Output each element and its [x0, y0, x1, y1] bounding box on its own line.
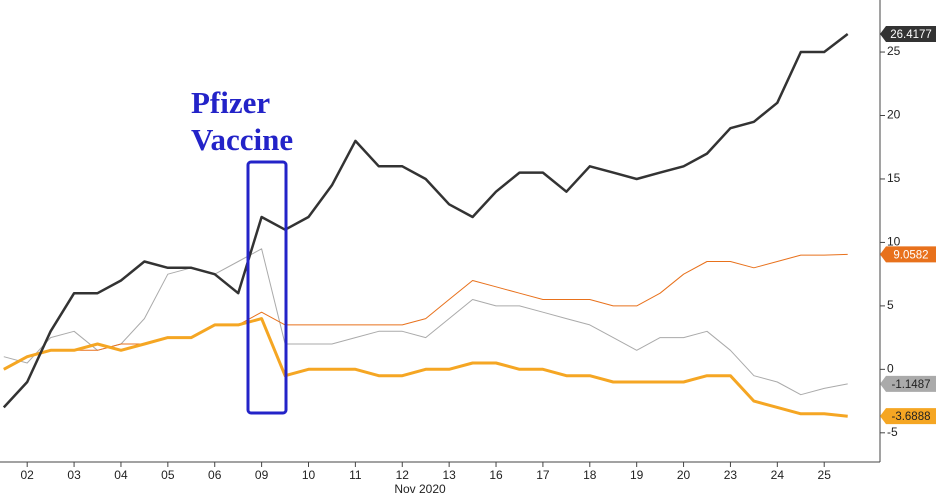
- y-tick-label: 20: [887, 108, 901, 122]
- x-tick-label: 23: [724, 468, 738, 482]
- y-tick-label: 25: [887, 44, 901, 58]
- series-line: [3, 248, 848, 396]
- x-tick-label: 12: [396, 468, 410, 482]
- x-tick-label: 25: [818, 468, 832, 482]
- x-tick-label: 03: [67, 468, 81, 482]
- y-tick-label: 5: [887, 298, 894, 312]
- annotation-line: Vaccine: [191, 122, 293, 157]
- x-axis-label: Nov 2020: [394, 482, 446, 496]
- x-tick-label: 06: [208, 468, 222, 482]
- y-tick-label: 15: [887, 171, 901, 185]
- x-tick-label: 16: [489, 468, 503, 482]
- y-tick-label: 10: [887, 235, 901, 249]
- x-tick-label: 20: [677, 468, 691, 482]
- x-tick-label: 11: [349, 468, 362, 482]
- value-tag: [880, 246, 936, 263]
- value-tag: [880, 375, 936, 392]
- value-tag-label: 26.4177: [890, 29, 932, 41]
- y-tick-label: 0: [887, 362, 894, 376]
- x-tick-label: 13: [442, 468, 456, 482]
- value-tag-label: 9.0582: [893, 249, 928, 261]
- x-tick-label: 10: [302, 468, 316, 482]
- value-tag: [880, 26, 936, 43]
- annotation-line: Pfizer: [191, 85, 270, 120]
- series-line: [3, 317, 848, 418]
- x-tick-label: 05: [161, 468, 175, 482]
- plot-area: [2, 33, 849, 418]
- x-tick-label: 19: [630, 468, 644, 482]
- x-tick-label: 24: [771, 468, 785, 482]
- x-tick-label: 18: [583, 468, 597, 482]
- x-tick-label: 09: [255, 468, 269, 482]
- value-tag: [880, 408, 936, 425]
- x-tick-label: 02: [21, 468, 35, 482]
- annotation-box: [246, 160, 288, 415]
- series-line: [2, 33, 849, 409]
- value-tag-label: -3.6888: [891, 411, 930, 423]
- value-tag-label: -1.1487: [891, 379, 930, 391]
- x-tick-label: 04: [114, 468, 128, 482]
- y-tick-label: -5: [887, 425, 898, 439]
- x-tick-label: 17: [536, 468, 550, 482]
